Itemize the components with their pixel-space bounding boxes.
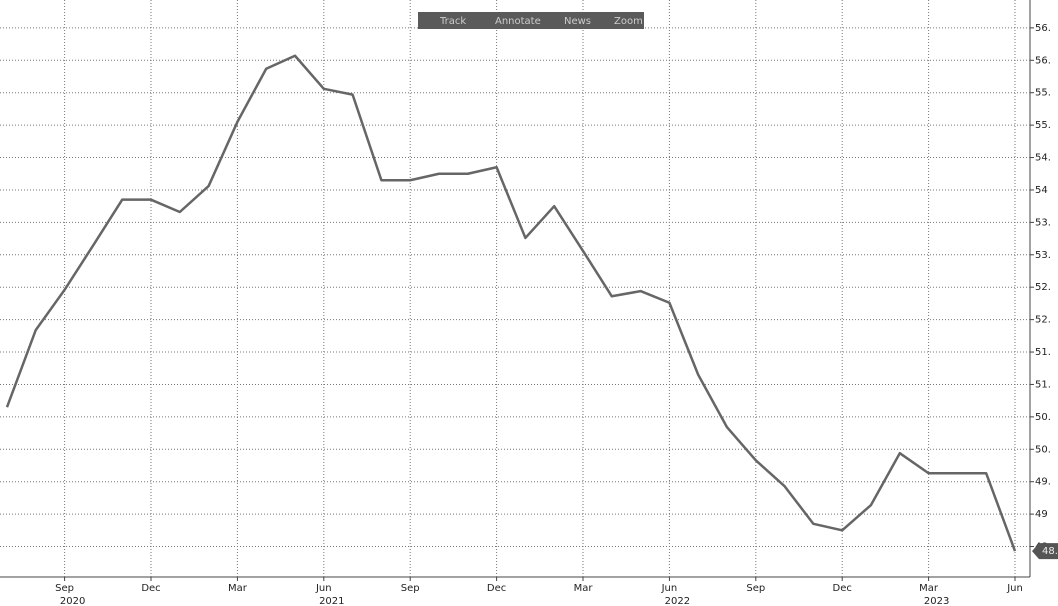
y-tick-label: 56. xyxy=(1035,55,1051,66)
y-tick-label: 55. xyxy=(1035,88,1051,99)
y-tick-label: 54 xyxy=(1035,185,1048,196)
x-tick-label: Sep xyxy=(55,583,74,594)
toolbar-bg xyxy=(418,12,644,29)
y-tick-label: 50. xyxy=(1035,412,1051,423)
track-button[interactable]: Track xyxy=(439,16,466,27)
y-tick-label: 53. xyxy=(1035,250,1051,261)
toolbar: Track Annotate News Zoom xyxy=(418,12,644,29)
y-tick-label: 50. xyxy=(1035,444,1051,455)
zoom-button[interactable]: Zoom xyxy=(614,16,643,27)
x-tick-label: Jun xyxy=(661,583,678,594)
x-year-label: 2020 xyxy=(60,596,85,606)
y-tick-label: 54. xyxy=(1035,153,1051,164)
y-tick-label: 56. xyxy=(1035,23,1051,34)
y-tick-label: 52. xyxy=(1035,315,1051,326)
x-tick-label: Mar xyxy=(228,583,248,594)
y-tick-label: 49 xyxy=(1035,509,1048,520)
x-tick-label: Jun xyxy=(1006,583,1023,594)
last-value-box xyxy=(1032,543,1058,560)
x-year-label: 2022 xyxy=(665,596,690,606)
y-tick-label: 49. xyxy=(1035,477,1051,488)
x-tick-label: Mar xyxy=(919,583,939,594)
x-tick-label: Dec xyxy=(487,583,506,594)
y-tick-label: 52. xyxy=(1035,282,1051,293)
x-tick-label: Mar xyxy=(574,583,594,594)
data-line xyxy=(5,54,1017,552)
x-tick-label: Sep xyxy=(401,583,420,594)
x-tick-label: Sep xyxy=(746,583,765,594)
last-value-label: 48. xyxy=(1042,546,1058,557)
y-tick-label: 53. xyxy=(1035,217,1051,228)
x-tick-label: Jun xyxy=(315,583,332,594)
x-tick-label: Dec xyxy=(833,583,852,594)
annotate-button[interactable]: Annotate xyxy=(495,16,541,27)
x-tick-label: Dec xyxy=(141,583,160,594)
y-tick-label: 55. xyxy=(1035,120,1051,131)
x-year-label: 2023 xyxy=(924,596,949,606)
y-tick-label: 51. xyxy=(1035,379,1051,390)
x-year-label: 2021 xyxy=(319,596,344,606)
news-button[interactable]: News xyxy=(564,16,591,27)
y-tick-label: 51. xyxy=(1035,347,1051,358)
